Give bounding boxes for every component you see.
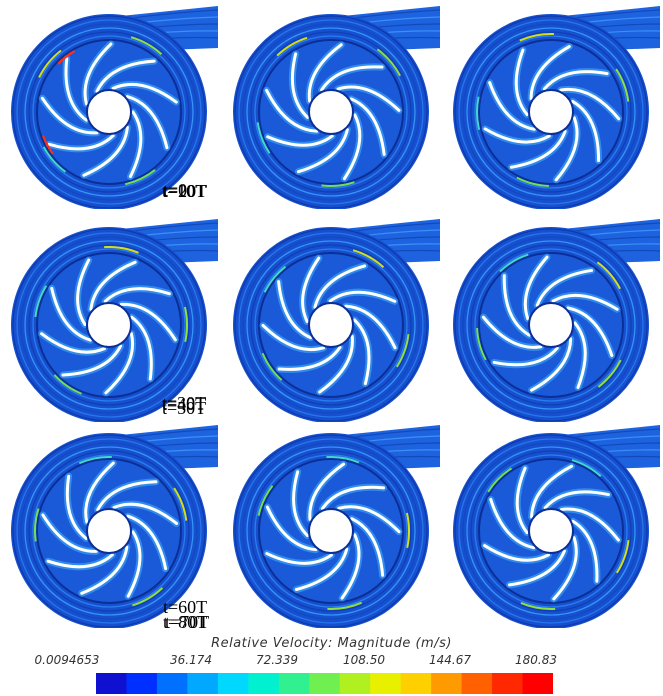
time-label: t=30T [162,393,207,413]
colorbar-segment [156,673,188,694]
time-label: t=70T [165,612,210,632]
impeller-velocity-contour [11,219,219,422]
impeller-velocity-contour [11,425,219,628]
legend-tick-label: 180.83 [515,653,557,667]
colorbar [96,673,553,694]
colorbar-segment [187,673,219,694]
colorbar-segment [492,673,524,694]
colorbar-segment [217,673,249,694]
legend-tick-label: 144.67 [429,653,471,667]
time-label: t=10T [162,181,207,201]
colorbar-segment [431,673,463,694]
time-label: t=60T [163,597,208,617]
contour-panel [448,4,663,209]
time-label: t=0 [163,180,188,200]
legend-tick-label: 108.50 [343,653,385,667]
impeller-velocity-contour [453,219,661,422]
colorbar-segment [96,673,127,694]
legend-tick-label: 72.339 [256,653,298,667]
colorbar-segment [370,673,402,694]
impeller-velocity-contour [233,6,441,209]
contour-panel [6,423,221,628]
colorbar-segment [461,673,493,694]
time-label: t=40T [162,394,207,414]
legend-title: Relative Velocity: Magnitude (m/s) [211,636,452,651]
colorbar-segment [522,673,553,694]
contour-panel [228,217,443,422]
impeller-velocity-contour [11,6,219,209]
colorbar-segment [278,673,310,694]
impeller-velocity-contour [453,425,661,628]
impeller-velocity-contour [233,219,441,422]
impeller-velocity-contour [233,425,441,628]
contour-panel [448,423,663,628]
contour-panel [6,4,221,209]
time-label: t=20T [163,181,208,201]
contour-panel [228,423,443,628]
time-label: t=80T [163,612,208,632]
legend-tick-label: 0.0094653 [34,653,100,667]
colorbar-segment [248,673,280,694]
colorbar-segment [339,673,371,694]
colorbar-segment [400,673,432,694]
impeller-velocity-contour [453,6,661,209]
colorbar-segment [126,673,158,694]
contour-panel [228,4,443,209]
legend-tick-label: 36.174 [170,653,212,667]
colorbar-segment [309,673,341,694]
contour-panel [6,217,221,422]
time-label: t=50T [162,398,207,418]
contour-panel [448,217,663,422]
